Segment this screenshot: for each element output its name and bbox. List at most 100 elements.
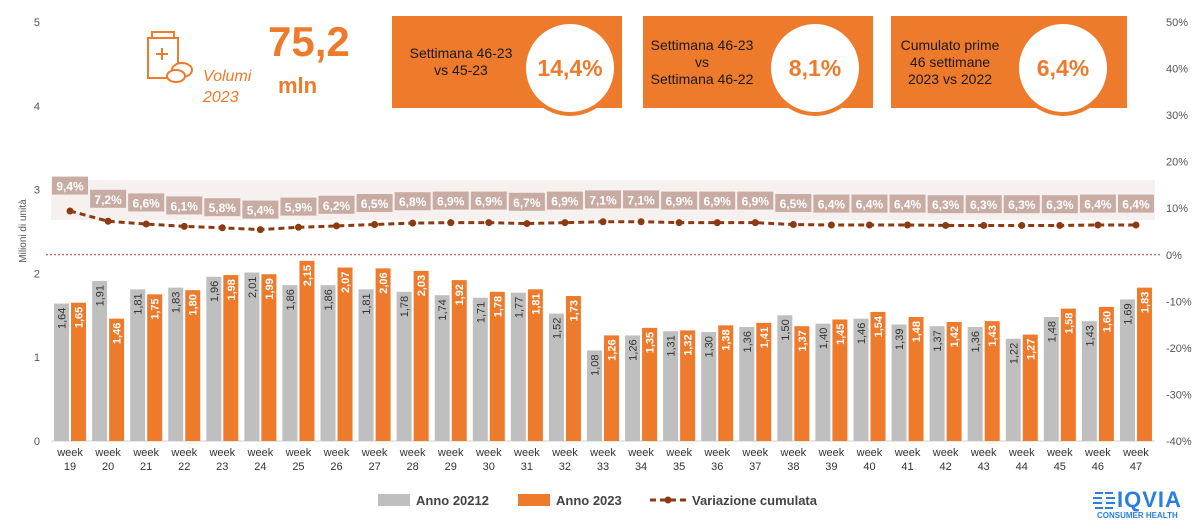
bar-label-2023: 1,58 (1063, 313, 1075, 334)
cumulative-label-box (546, 191, 583, 210)
x-tick-label-word: week (170, 447, 197, 459)
bar-2022 (929, 326, 945, 441)
cumulative-label: 6,4% (1122, 198, 1150, 212)
bar-2022 (92, 280, 108, 441)
cumulative-label: 6,4% (1084, 198, 1112, 212)
bar-label-2022: 1,91 (95, 285, 107, 306)
bar-2023 (71, 302, 87, 441)
logo-name: IQVIA (1117, 487, 1182, 512)
cumulative-point (180, 222, 188, 230)
x-tick-label-word: week (323, 447, 350, 459)
legend-point-cumulative (664, 496, 672, 504)
bar-2022 (587, 350, 602, 441)
x-tick-label-number: 19 (64, 461, 76, 473)
bar-label-2022: 1,81 (361, 293, 373, 314)
legend-label-cumulative: Variazione cumulata (692, 493, 818, 508)
bar-2022 (472, 297, 488, 441)
bar-2023 (413, 270, 429, 441)
bar-label-2023: 1,42 (949, 326, 961, 347)
bar-2023 (1022, 334, 1038, 441)
bar-2022 (1081, 321, 1097, 441)
x-tick-label-word: week (780, 447, 807, 459)
y2-tick-label: 0% (1166, 250, 1182, 262)
cumulative-label: 6,3% (932, 198, 960, 212)
x-tick-label-number: 33 (597, 461, 609, 473)
cumulative-point (142, 220, 150, 228)
cumulative-label-box (508, 192, 545, 211)
bar-label-2022: 1,31 (666, 335, 678, 356)
kpi-box-cumulative: Cumulato prime 46 settimane 2023 vs 2022 6… (891, 16, 1127, 116)
cumulative-point (1132, 221, 1140, 229)
cumulative-label-box (965, 195, 1002, 214)
cumulative-point (66, 207, 74, 215)
bar-label-2023: 1,41 (759, 327, 771, 348)
x-tick-label-word: week (1008, 447, 1035, 459)
bar-label-2022: 1,26 (628, 339, 640, 360)
x-tick-label-word: week (1084, 447, 1111, 459)
bar-2023 (109, 318, 125, 441)
x-tick-label-number: 25 (292, 461, 304, 473)
bar-label-2023: 2,15 (302, 265, 314, 286)
bar-label-2023: 1,78 (492, 296, 504, 317)
x-tick-label-number: 47 (1130, 461, 1142, 473)
bar-label-2023: 1,46 (112, 323, 124, 344)
cumulative-label-box (585, 190, 621, 209)
cumulative-point (294, 223, 302, 231)
bar-2023 (1098, 306, 1114, 441)
bar-2023 (642, 327, 658, 441)
cumulative-point (1056, 221, 1064, 229)
x-tick-label-word: week (437, 447, 464, 459)
x-tick-label-word: week (627, 447, 654, 459)
volume-unit: mln (278, 73, 318, 98)
x-tick-label-number: 29 (445, 461, 457, 473)
bar-label-2022: 1,77 (513, 297, 525, 318)
cumulative-point (561, 219, 569, 227)
cumulative-label-box (394, 192, 431, 211)
bar-label-2022: 1,08 (590, 354, 602, 375)
cumulative-label: 6,1% (171, 199, 199, 213)
cumulative-point (409, 219, 417, 227)
cumulative-point (256, 226, 264, 234)
cumulative-point (904, 221, 912, 229)
bar-2023 (1136, 287, 1152, 441)
bar-2022 (244, 272, 260, 441)
bar-label-2023: 1,92 (454, 284, 466, 305)
bar-label-2023: 1,75 (150, 298, 162, 319)
cumulative-point (1018, 221, 1026, 229)
bar-label-2023: 1,35 (645, 332, 657, 353)
cumulative-point (333, 222, 341, 230)
bar-2022 (891, 324, 907, 441)
bar-label-2022: 1,52 (551, 318, 563, 339)
bar-2022 (282, 285, 298, 441)
kpi-value: 6,4% (1015, 20, 1111, 116)
bar-2023 (147, 294, 163, 441)
cumulative-label: 6,9% (742, 195, 770, 209)
x-tick-label-number: 22 (178, 461, 190, 473)
x-tick-label-word: week (856, 447, 883, 459)
x-tick-label-number: 21 (140, 461, 152, 473)
cumulative-label-box (128, 193, 165, 212)
y2-tick-label: 20% (1166, 157, 1188, 169)
cumulative-label-box (813, 194, 850, 213)
bar-2022 (396, 291, 412, 441)
legend-swatch-2022 (378, 494, 410, 506)
x-tick-label-number: 37 (749, 461, 761, 473)
cumulative-label-box (1079, 194, 1116, 213)
bar-2022 (815, 323, 831, 441)
cumulative-label-box (356, 194, 393, 212)
legend-label-2022: Anno 20212 (416, 493, 489, 508)
cumulative-label: 6,3% (970, 198, 998, 212)
cumulative-label-box (1117, 194, 1154, 213)
x-tick-label-number: 43 (978, 461, 990, 473)
cumulative-label-box (1041, 195, 1078, 214)
bar-2023 (489, 291, 505, 441)
x-tick-label-number: 30 (483, 461, 495, 473)
cumulative-point (865, 221, 873, 229)
kpi-value: 14,4% (522, 20, 618, 116)
kpi-description: Cumulato prime 46 settimane 2023 vs 2022 (900, 36, 1000, 87)
bar-label-2023: 1,80 (188, 294, 200, 315)
x-tick-label-number: 44 (1016, 461, 1028, 473)
bar-label-2023: 1,54 (873, 315, 885, 337)
y-tick-label: 0 (34, 436, 40, 448)
